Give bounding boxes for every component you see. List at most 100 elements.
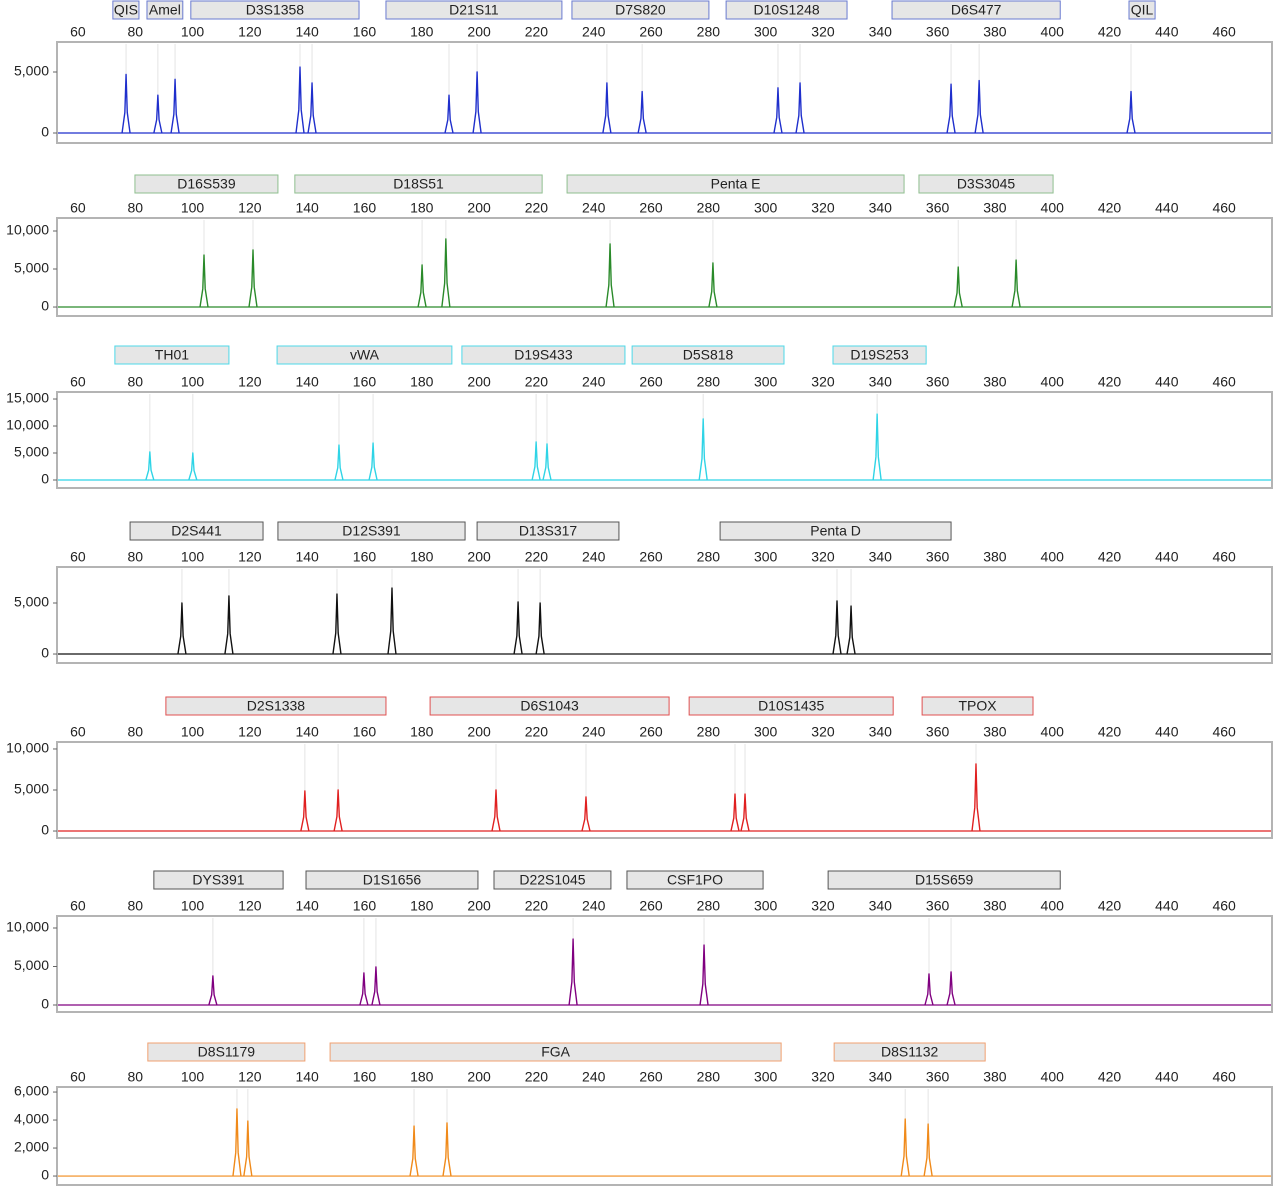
x-tick-label: 400 [1041, 549, 1065, 565]
locus-label: D16S539 [177, 176, 236, 192]
x-tick-label: 380 [983, 374, 1007, 390]
plot-frame [56, 217, 1273, 317]
locus-box [631, 345, 785, 365]
peak [605, 243, 615, 308]
plot-frame [56, 741, 1273, 839]
peak [900, 1118, 910, 1177]
x-tick-label: 260 [639, 549, 663, 565]
peak [953, 266, 963, 308]
x-tick-label: 200 [467, 724, 491, 740]
x-tick-label: 300 [754, 374, 778, 390]
x-tick-label: 240 [582, 724, 606, 740]
locus-box [153, 870, 284, 890]
y-tick-label: 10,000 [6, 740, 49, 756]
x-tick-label: 260 [639, 724, 663, 740]
x-tick-label: 300 [754, 724, 778, 740]
x-tick-label: 140 [295, 374, 319, 390]
x-tick-label: 80 [127, 724, 143, 740]
y-tick-label: 10,000 [6, 222, 49, 238]
x-tick-label: 60 [70, 1069, 86, 1085]
peak [417, 264, 427, 308]
x-tick-label: 180 [410, 200, 434, 216]
x-tick-label: 220 [525, 1069, 549, 1085]
x-tick-label: 100 [181, 724, 205, 740]
x-tick-label: 180 [410, 898, 434, 914]
peak [359, 972, 369, 1006]
y-tick-label: 5,000 [14, 444, 49, 460]
locus-label: D21S11 [449, 2, 499, 18]
peak [974, 79, 984, 134]
locus-label: Amel [149, 2, 181, 18]
locus-box [276, 345, 453, 365]
peak [795, 82, 805, 134]
plot-frame [56, 1086, 1273, 1186]
x-tick-label: 380 [983, 898, 1007, 914]
peak [581, 796, 591, 832]
locus-box [833, 1042, 986, 1062]
x-tick-label: 260 [639, 898, 663, 914]
x-tick-label: 140 [295, 724, 319, 740]
x-tick-label: 260 [639, 200, 663, 216]
y-tick-label: 10,000 [6, 919, 49, 935]
locus-label: D6S477 [951, 2, 1002, 18]
x-tick-label: 240 [582, 549, 606, 565]
peak [832, 600, 842, 655]
peak [872, 413, 882, 481]
x-tick-label: 360 [926, 24, 950, 40]
peak [531, 441, 541, 481]
x-tick-label: 120 [238, 24, 262, 40]
peak [513, 601, 523, 655]
peak [145, 451, 155, 481]
x-tick-label: 240 [582, 374, 606, 390]
locus-label: D3S1358 [246, 2, 305, 18]
locus-box [571, 0, 710, 20]
locus-box [891, 0, 1061, 20]
x-tick-label: 340 [869, 374, 893, 390]
locus-label: DYS391 [192, 872, 244, 888]
locus-box [626, 870, 764, 890]
x-tick-label: 320 [811, 24, 835, 40]
x-tick-label: 260 [639, 24, 663, 40]
x-tick-label: 380 [983, 200, 1007, 216]
x-tick-label: 420 [1098, 200, 1122, 216]
peak [441, 238, 451, 308]
locus-box [277, 521, 466, 541]
x-tick-label: 100 [181, 200, 205, 216]
peak [491, 789, 501, 832]
x-tick-label: 280 [697, 549, 721, 565]
locus-label: vWA [350, 347, 380, 363]
locus-box [112, 0, 140, 20]
locus-label: D15S659 [915, 872, 974, 888]
locus-box [305, 870, 479, 890]
peak [224, 595, 234, 655]
x-tick-label: 320 [811, 374, 835, 390]
x-tick-label: 260 [639, 374, 663, 390]
peak [846, 605, 856, 655]
x-tick-label: 220 [525, 724, 549, 740]
x-tick-label: 440 [1155, 1069, 1179, 1085]
peak [188, 452, 198, 481]
x-tick-label: 280 [697, 724, 721, 740]
x-tick-label: 160 [353, 374, 377, 390]
peak [946, 971, 956, 1006]
x-tick-label: 360 [926, 549, 950, 565]
x-tick-label: 180 [410, 1069, 434, 1085]
x-tick-label: 360 [926, 724, 950, 740]
peak [568, 938, 578, 1006]
peak [542, 443, 552, 481]
x-tick-label: 60 [70, 549, 86, 565]
locus-label: CSF1PO [667, 872, 723, 888]
locus-label: D22S1045 [519, 872, 585, 888]
x-tick-label: 140 [295, 549, 319, 565]
x-tick-label: 440 [1155, 24, 1179, 40]
y-tick-label: 4,000 [14, 1111, 49, 1127]
x-tick-label: 460 [1212, 374, 1236, 390]
x-tick-label: 240 [582, 1069, 606, 1085]
x-tick-label: 220 [525, 549, 549, 565]
x-tick-label: 120 [238, 374, 262, 390]
x-tick-label: 100 [181, 898, 205, 914]
locus-box [129, 521, 264, 541]
locus-box [832, 345, 927, 365]
plot-frame [56, 391, 1273, 489]
